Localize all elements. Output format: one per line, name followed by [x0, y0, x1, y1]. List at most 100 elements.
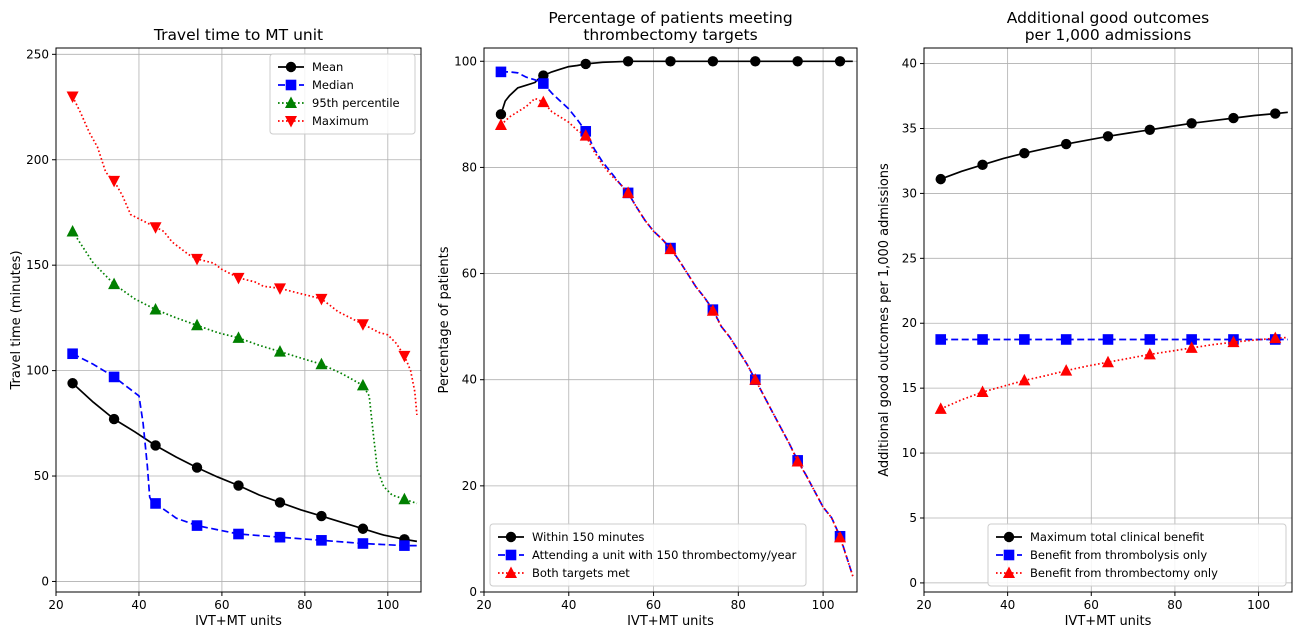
data-point — [399, 540, 410, 551]
data-point — [537, 95, 550, 108]
legend-label: Benefit from thrombolysis only — [1030, 548, 1207, 562]
series-1 — [67, 378, 418, 545]
y-tick-label: 250 — [26, 47, 49, 61]
series-2 — [67, 348, 417, 551]
data-point — [357, 538, 369, 549]
y-tick-label: 20 — [462, 479, 477, 493]
data-point — [356, 378, 369, 391]
data-point — [579, 129, 592, 141]
data-point — [108, 371, 120, 383]
data-point — [977, 334, 988, 345]
data-point — [398, 350, 411, 363]
chart-title: per 1,000 admissions — [1025, 26, 1192, 44]
data-point — [749, 373, 762, 385]
series-3 — [66, 224, 418, 505]
data-point — [665, 56, 676, 67]
data-point — [1270, 108, 1281, 119]
series-2 — [495, 66, 854, 577]
y-axis-label: Travel time (minutes) — [9, 250, 24, 390]
x-axis-label: IVT+MT units — [195, 614, 282, 629]
data-point — [1102, 334, 1114, 345]
data-point — [750, 56, 761, 67]
legend-label: Median — [312, 78, 354, 92]
y-tick-label: 10 — [902, 446, 917, 460]
axes-frame — [483, 47, 858, 593]
data-point — [1060, 138, 1072, 150]
data-point — [538, 70, 549, 81]
data-point — [1102, 355, 1114, 368]
data-point — [273, 345, 286, 357]
data-point — [1102, 131, 1114, 142]
y-tick-label: 20 — [902, 316, 917, 330]
series-3 — [494, 95, 854, 577]
data-point — [1143, 347, 1156, 360]
x-tick-label: 80 — [1167, 598, 1182, 612]
data-point — [150, 440, 161, 451]
data-point — [149, 222, 162, 234]
x-tick-label: 40 — [561, 598, 576, 612]
y-tick-label: 40 — [462, 373, 477, 387]
series-line — [940, 336, 1288, 410]
legend-swatch-marker — [285, 96, 297, 108]
x-tick-label: 20 — [916, 598, 931, 612]
legend: Within 150 minutes Attending a unit with … — [489, 523, 807, 587]
data-point — [834, 530, 847, 543]
data-point — [66, 224, 79, 237]
y-tick-label: 50 — [34, 469, 49, 483]
data-point — [934, 402, 947, 414]
y-tick-label: 200 — [26, 153, 49, 167]
data-point — [791, 454, 804, 467]
data-point — [273, 283, 286, 295]
data-point — [274, 497, 286, 508]
data-point — [495, 109, 507, 120]
data-point — [1228, 112, 1239, 124]
x-tick-label: 60 — [646, 598, 661, 612]
data-point — [495, 66, 507, 78]
legend-box — [987, 523, 1287, 587]
data-point — [67, 348, 78, 360]
legend-box — [489, 523, 807, 587]
data-point — [580, 58, 591, 70]
data-point — [315, 293, 328, 306]
series-1 — [935, 108, 1288, 185]
y-tick-label: 5 — [909, 511, 917, 525]
data-point — [316, 535, 327, 546]
x-tick-label: 80 — [297, 598, 312, 612]
data-point — [706, 304, 719, 316]
series-3 — [934, 331, 1288, 414]
series-4 — [66, 91, 418, 415]
chart-panel-1: 20 40 60 80 100 0 50 100 150 200 250 Travel time to… — [9, 26, 422, 629]
y-tick-label: 30 — [902, 186, 917, 200]
legend-swatch-marker — [285, 79, 297, 91]
series-line — [72, 352, 417, 547]
x-tick-label: 60 — [1084, 598, 1099, 612]
data-point — [232, 272, 245, 285]
legend-label: Benefit from thrombectomy only — [1030, 566, 1218, 580]
data-point — [1144, 124, 1156, 135]
series-line — [501, 71, 854, 577]
legend-label: Within 150 minutes — [532, 530, 644, 544]
y-tick-label: 60 — [462, 267, 477, 281]
x-tick-label: 20 — [48, 598, 63, 612]
data-point — [622, 186, 635, 198]
x-axis-label: IVT+MT units — [1065, 614, 1152, 629]
y-tick-label: 100 — [454, 54, 477, 68]
legend-swatch-marker — [1003, 531, 1015, 543]
data-point — [191, 520, 203, 531]
series-line — [71, 230, 418, 505]
chart-title: Travel time to MT unit — [153, 26, 323, 44]
data-point — [274, 531, 286, 543]
legend: Maximum total clinical benefit Benefit fr… — [987, 523, 1287, 587]
data-point — [149, 302, 162, 315]
x-axis-label: IVT+MT units — [627, 614, 714, 629]
data-point — [1269, 331, 1282, 344]
data-point — [1186, 118, 1197, 129]
legend-label: 95th percentile — [312, 96, 400, 110]
y-tick-label: 100 — [26, 364, 49, 378]
data-point — [707, 56, 719, 67]
y-tick-label: 150 — [26, 258, 49, 272]
data-point — [316, 510, 327, 522]
legend-box — [269, 53, 416, 135]
data-point — [622, 56, 634, 67]
